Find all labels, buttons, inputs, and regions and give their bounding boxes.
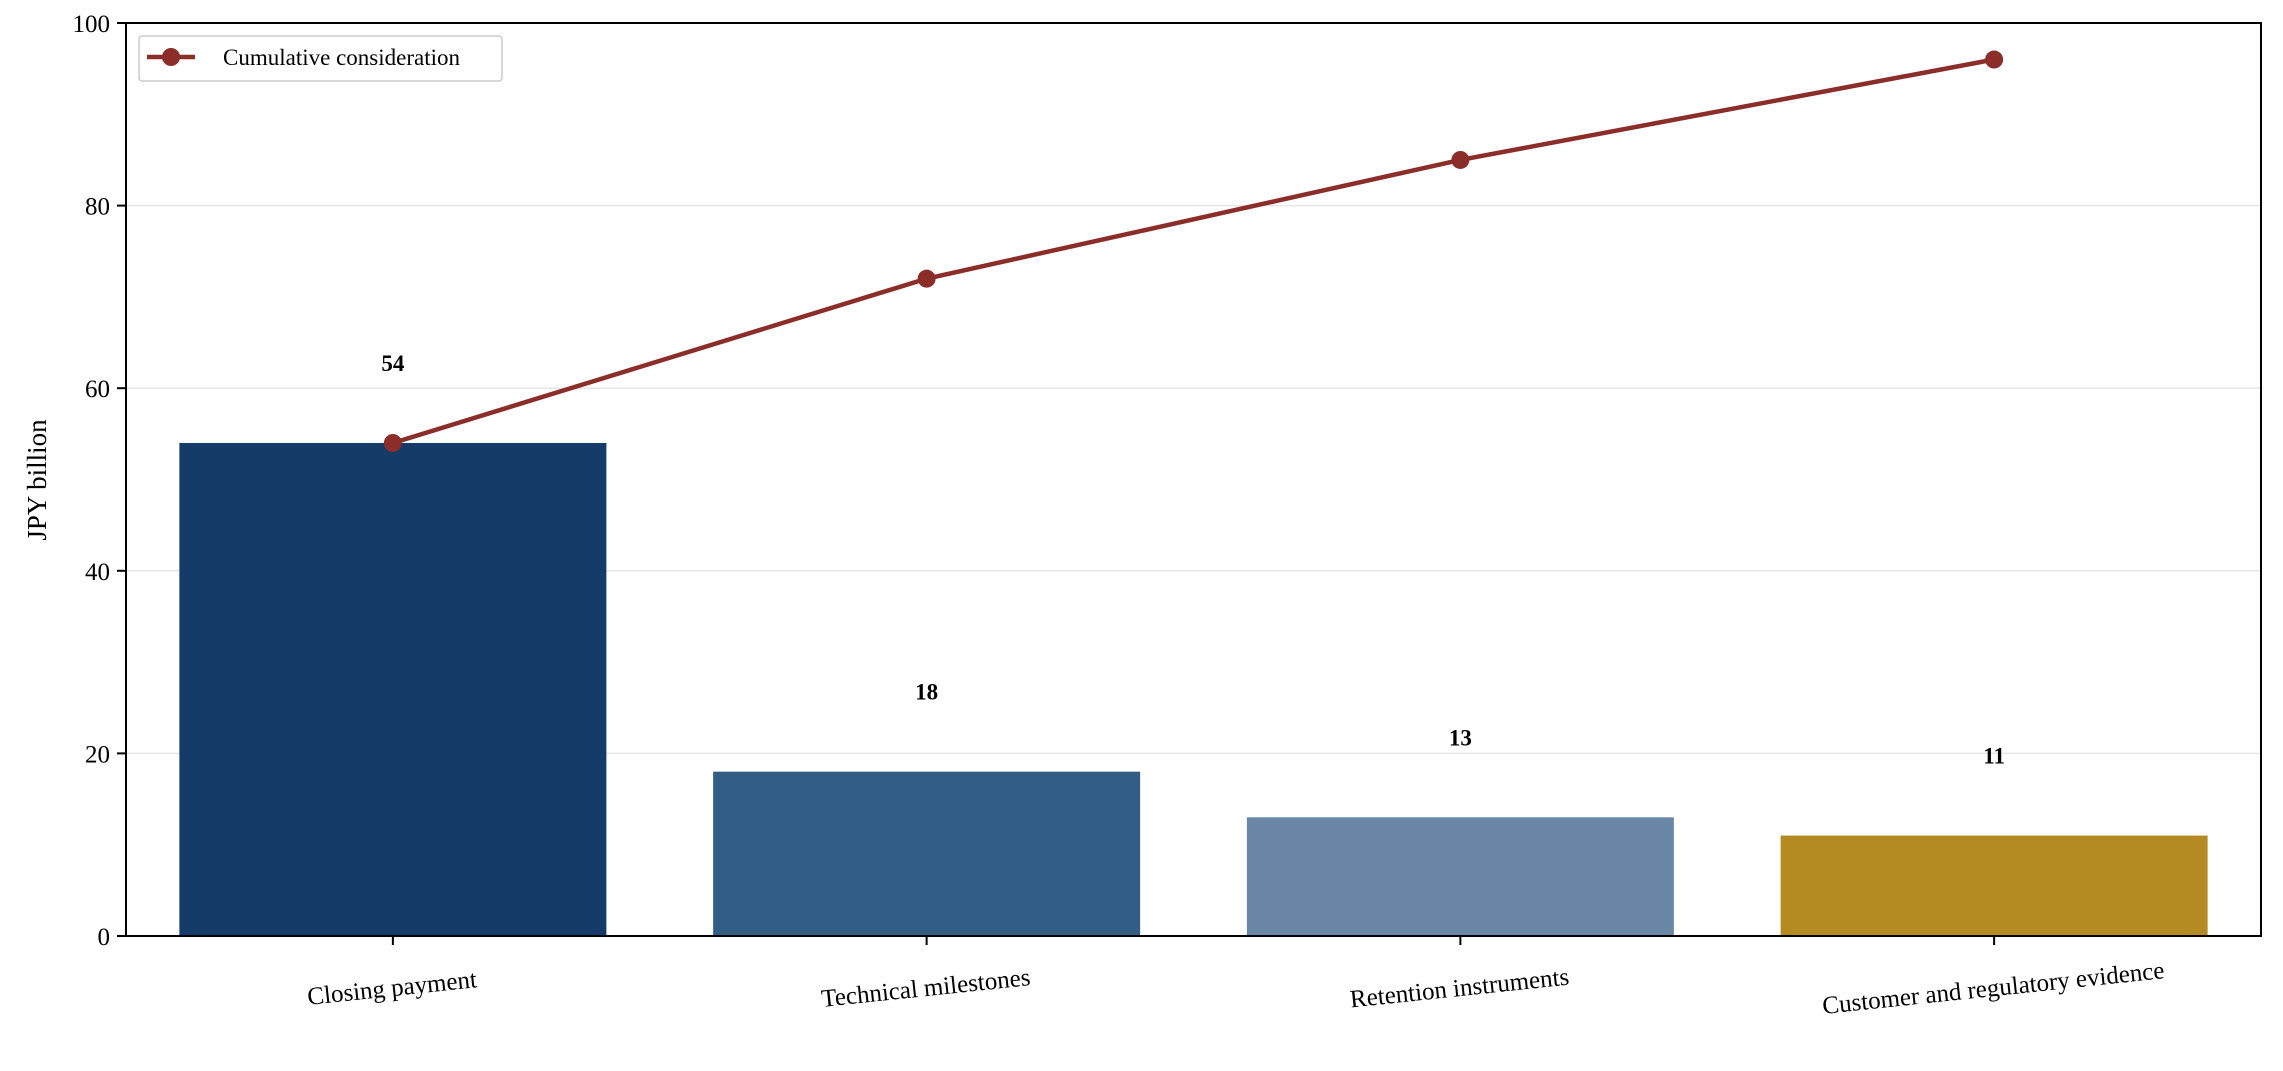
line-layer [383,50,2004,452]
y-tick-label-60: 60 [85,376,110,403]
bar-layer [179,442,2208,936]
data-label-layer: 54 18 13 11 [381,351,2005,769]
plot-frame [125,22,2262,937]
data-label-0: 54 [381,351,405,376]
legend: Cumulative consideration [138,35,503,82]
bar-2 [1246,817,1674,936]
y-tick-label-100: 100 [73,11,111,38]
data-label-1: 18 [915,680,938,705]
bar-3 [1780,835,2208,936]
legend-label: Cumulative consideration [223,45,460,70]
x-tick-label-2: Retention instruments [1349,964,1571,1014]
data-label-3: 11 [1983,744,2005,769]
x-tick-label-3: Customer and regulatory evidence [1821,957,2166,1020]
y-tick-label-40: 40 [85,559,110,586]
cumulative-point-0 [383,433,402,452]
y-tick-label-20: 20 [85,741,110,768]
y-tick-label-0: 0 [98,924,111,951]
bar-1 [713,771,1141,936]
cumulative-point-3 [1985,50,2004,69]
x-tick-label-0: Closing payment [306,966,478,1011]
cumulative-point-1 [917,269,936,288]
x-tick-label-1: Technical milestones [820,964,1032,1013]
cumulative-line [392,57,1995,446]
legend-marker-swatch [162,48,180,66]
bar-0 [179,442,607,936]
y-axis-label: JPY billion [22,419,52,541]
legend-box [138,35,503,82]
y-tick-label-80: 80 [85,194,110,221]
cumulative-point-2 [1451,150,1470,169]
data-label-2: 13 [1449,725,1472,750]
